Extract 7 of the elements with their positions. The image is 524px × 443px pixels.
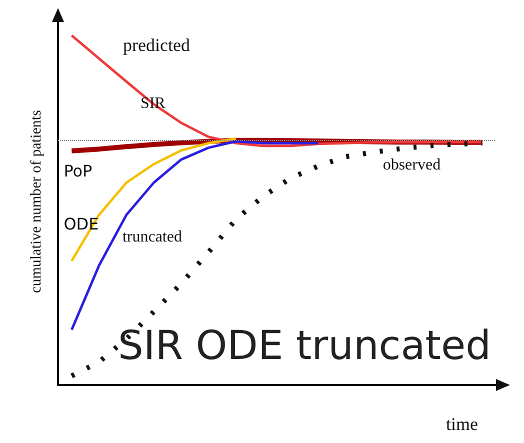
series-label: truncated <box>122 228 182 246</box>
y-axis-title: cumulative number of patients <box>28 110 44 293</box>
series-label: observed <box>382 156 441 174</box>
series-label: PoP <box>64 161 93 180</box>
annotation: predicted <box>123 35 190 55</box>
x-axis-title: time <box>446 414 478 434</box>
annotation: SIR ODE truncated <box>118 323 491 369</box>
